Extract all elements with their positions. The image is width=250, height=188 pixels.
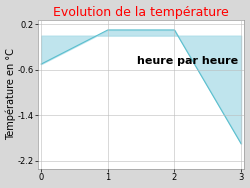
- Title: Evolution de la température: Evolution de la température: [53, 6, 229, 19]
- Text: heure par heure: heure par heure: [137, 56, 238, 66]
- Y-axis label: Température en °C: Température en °C: [6, 49, 16, 140]
